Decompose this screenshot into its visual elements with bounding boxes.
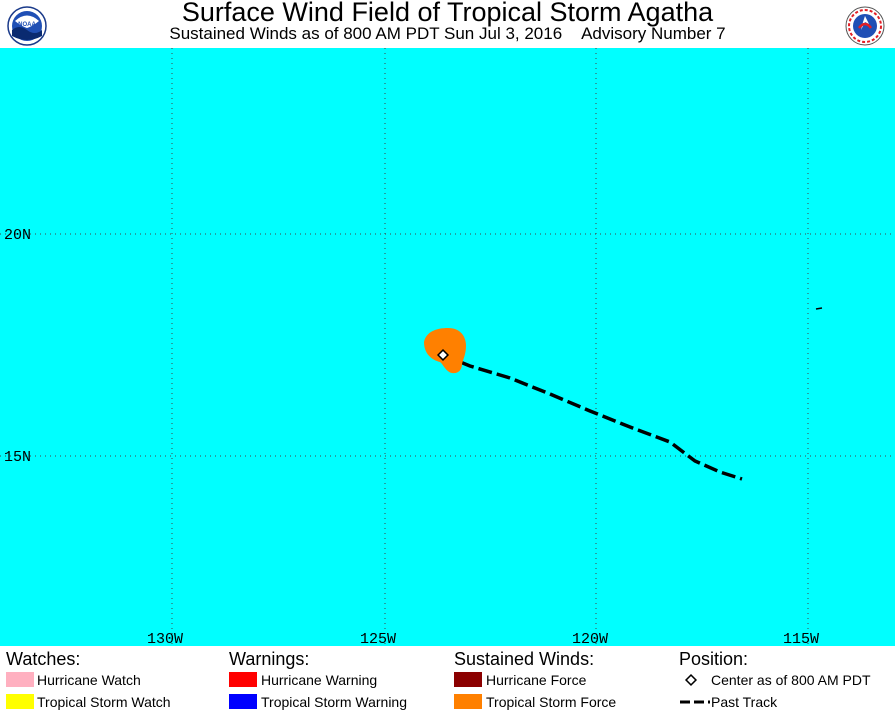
map-subtitle: Sustained Winds as of 800 AM PDT Sun Jul…: [0, 24, 895, 44]
past-track-line: [442, 353, 743, 481]
legend-tropical-storm-watch: Tropical Storm Watch: [37, 694, 171, 710]
swatch-tropical-storm-warning: [229, 694, 257, 709]
legend-heading-watches: Watches:: [6, 649, 81, 669]
legend-heading-sustained-winds: Sustained Winds:: [454, 649, 595, 669]
legend-heading-position: Position:: [679, 649, 749, 669]
nws-logo-icon: [845, 6, 885, 46]
valid-time-text: Sustained Winds as of 800 AM PDT Sun Jul…: [169, 24, 563, 43]
swatch-hurricane-watch: [6, 672, 34, 687]
longitude-label-130w: 130W: [147, 631, 183, 646]
svg-text:NOAA: NOAA: [18, 22, 36, 28]
swatch-hurricane-warning: [229, 672, 257, 687]
longitude-label-125w: 125W: [360, 631, 396, 646]
map-title: Surface Wind Field of Tropical Storm Aga…: [181, 0, 714, 27]
legend-hurricane-force: Hurricane Force: [486, 672, 587, 688]
legend-hurricane-warning: Hurricane Warning: [261, 672, 378, 688]
longitude-label-120w: 120W: [572, 631, 608, 646]
advisory-text: Advisory Number 7: [581, 24, 726, 43]
legend-past-track: Past Track: [711, 694, 778, 710]
storm-center-marker: [436, 348, 450, 362]
past-track-icon: [680, 700, 710, 704]
legend-heading-warnings: Warnings:: [229, 649, 310, 669]
latitude-label-20n: 20N: [4, 227, 31, 244]
tropical-storm-force-wind-field: [424, 328, 466, 374]
map-gridlines: [0, 48, 895, 646]
center-marker-icon: [684, 673, 698, 687]
swatch-tropical-storm-force: [454, 694, 482, 709]
noaa-logo-icon: NOAA: [7, 6, 47, 46]
swatch-hurricane-force: [454, 672, 482, 687]
legend-tropical-storm-force: Tropical Storm Force: [486, 694, 617, 710]
legend-hurricane-watch: Hurricane Watch: [37, 672, 141, 688]
legend-tropical-storm-warning: Tropical Storm Warning: [261, 694, 408, 710]
land-fragment: [815, 307, 823, 310]
storm-map: 20N 15N 130W 125W 120W 115W: [0, 48, 895, 646]
legend-center-position: Center as of 800 AM PDT: [711, 672, 871, 688]
map-legend: Watches: Hurricane Watch Tropical Storm …: [0, 648, 895, 716]
swatch-tropical-storm-watch: [6, 694, 34, 709]
longitude-label-115w: 115W: [783, 631, 819, 646]
latitude-label-15n: 15N: [4, 449, 31, 466]
